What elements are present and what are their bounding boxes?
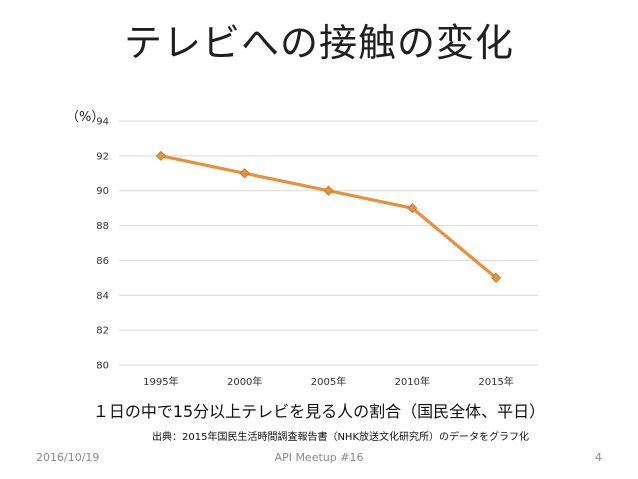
y-tick-label-86: 86 <box>96 256 109 267</box>
data-point-1 <box>239 168 250 179</box>
y-tick-label-94: 94 <box>96 117 109 128</box>
y-axis-ticks: 80 82 84 86 88 90 92 94 <box>96 117 109 372</box>
slide-title: テレビへの接触の変化 <box>123 21 514 65</box>
x-axis-ticks: 1995年 2000年 2005年 2010年 2015年 <box>143 375 514 388</box>
footer-event: API Meetup #16 <box>274 451 364 464</box>
series-line-0 <box>159 154 498 280</box>
y-tick-label-90: 90 <box>96 186 109 197</box>
x-tick-label-3: 2010年 <box>395 375 430 388</box>
x-tick-label-0: 1995年 <box>143 375 178 388</box>
x-tick-label-2: 2005年 <box>311 375 346 388</box>
y-tick-label-82: 82 <box>96 326 109 337</box>
data-point-2 <box>323 185 334 196</box>
data-point-0 <box>155 150 166 161</box>
y-tick-label-88: 88 <box>96 221 109 232</box>
chart-caption: １日の中で15分以上テレビを見る人の割合（国民全体、平日） <box>92 402 546 421</box>
x-tick-label-1: 2000年 <box>227 375 262 388</box>
data-point-4 <box>491 272 502 283</box>
y-tick-label-84: 84 <box>96 291 109 302</box>
y-tick-label-92: 92 <box>96 151 109 162</box>
x-tick-label-4: 2015年 <box>478 375 513 388</box>
series-layer <box>155 150 502 283</box>
page-number: 4 <box>595 451 602 464</box>
y-axis-unit-label: （%） <box>66 110 105 125</box>
gridlines <box>119 120 538 366</box>
data-point-3 <box>407 203 418 214</box>
y-tick-label-80: 80 <box>96 361 109 372</box>
source-note: 出典：2015年国民生活時間調査報告書（NHK放送文化研究所）のデータをグラフ化 <box>152 432 530 443</box>
footer-date: 2016/10/19 <box>36 451 100 464</box>
